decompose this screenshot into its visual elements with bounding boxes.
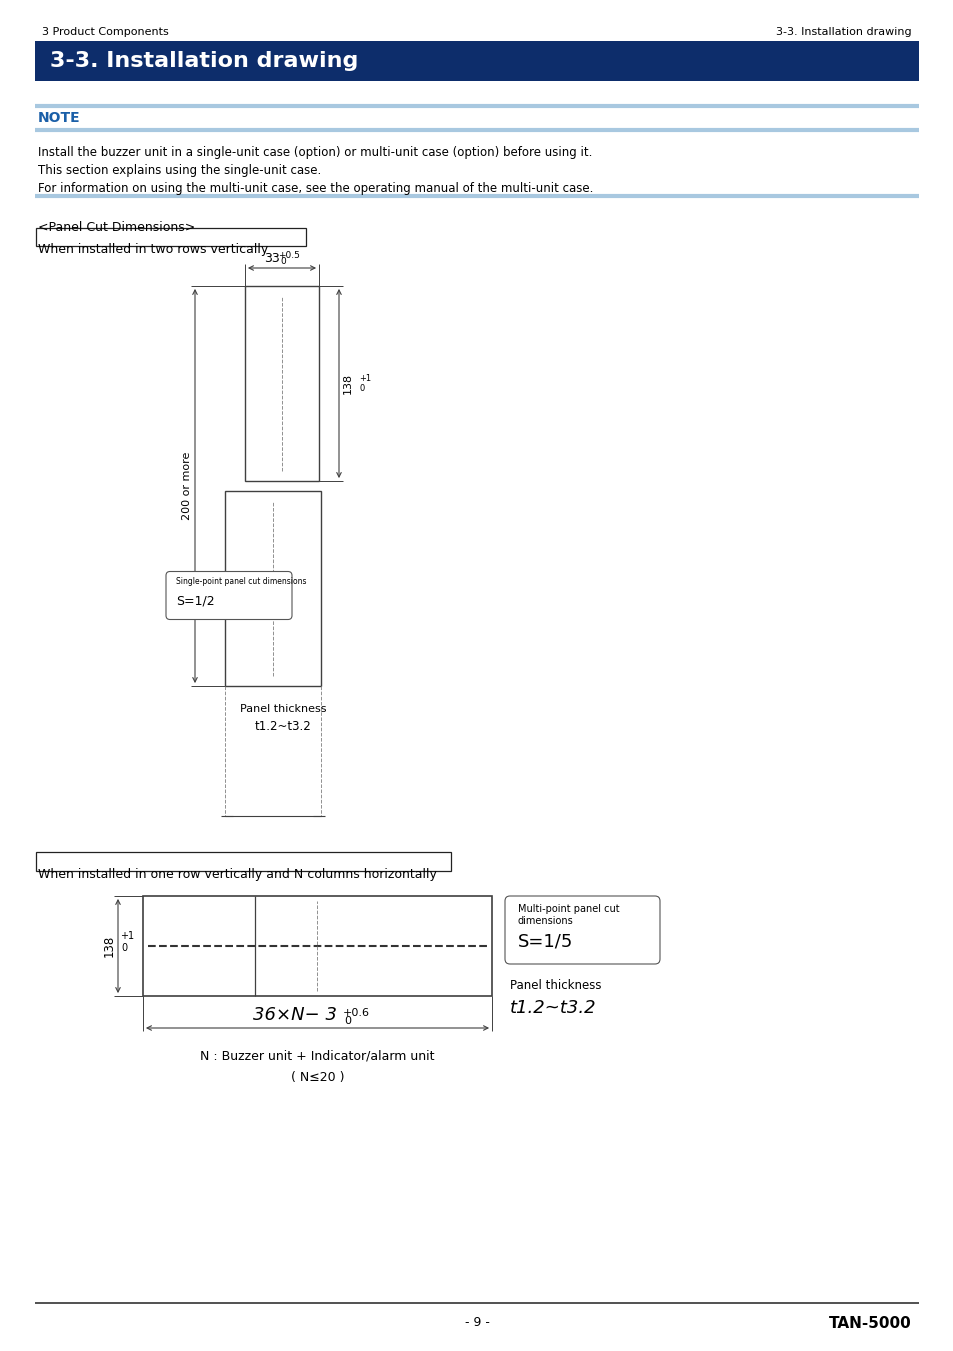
Text: When installed in two rows vertically: When installed in two rows vertically — [38, 243, 268, 255]
Text: 3 Product Components: 3 Product Components — [42, 27, 169, 36]
Text: +1: +1 — [358, 374, 371, 382]
Text: 33: 33 — [264, 253, 279, 265]
Text: +0.6: +0.6 — [342, 1008, 369, 1019]
Bar — [245, 286, 318, 481]
FancyBboxPatch shape — [504, 896, 659, 965]
Text: Panel thickness: Panel thickness — [510, 979, 601, 992]
Text: 3-3. Installation drawing: 3-3. Installation drawing — [50, 51, 358, 72]
Text: 138: 138 — [343, 373, 353, 394]
Bar — [143, 896, 492, 996]
Text: 200 or more: 200 or more — [182, 451, 192, 520]
Text: S=1/2: S=1/2 — [175, 594, 214, 608]
Text: 0: 0 — [121, 943, 127, 952]
FancyBboxPatch shape — [166, 571, 292, 620]
Text: Single-point panel cut dimensions: Single-point panel cut dimensions — [175, 577, 306, 586]
Text: 3-3. Installation drawing: 3-3. Installation drawing — [776, 27, 911, 36]
Text: 0: 0 — [344, 1016, 351, 1025]
Text: - 9 -: - 9 - — [464, 1316, 489, 1329]
Bar — [225, 490, 320, 686]
Text: 0: 0 — [359, 384, 365, 393]
Text: This section explains using the single-unit case.: This section explains using the single-u… — [38, 163, 321, 177]
Text: S=1/5: S=1/5 — [517, 932, 573, 950]
Text: t1.2~t3.2: t1.2~t3.2 — [254, 720, 311, 734]
Text: +1: +1 — [120, 931, 134, 942]
Text: For information on using the multi-unit case, see the operating manual of the mu: For information on using the multi-unit … — [38, 182, 593, 195]
Text: 36×N− 3: 36×N− 3 — [253, 1006, 337, 1024]
Text: +0.5: +0.5 — [277, 251, 299, 259]
Text: t1.2~t3.2: t1.2~t3.2 — [510, 998, 596, 1017]
Text: When installed in one row vertically and N columns horizontally: When installed in one row vertically and… — [38, 867, 436, 881]
Text: dimensions: dimensions — [517, 916, 573, 925]
Text: N : Buzzer unit + Indicator/alarm unit: N : Buzzer unit + Indicator/alarm unit — [200, 1050, 435, 1062]
Text: ( N≤20 ): ( N≤20 ) — [291, 1071, 344, 1085]
Text: Multi-point panel cut: Multi-point panel cut — [517, 904, 619, 915]
Text: TAN-5000: TAN-5000 — [828, 1316, 911, 1331]
Text: 0: 0 — [280, 257, 286, 266]
Text: 138: 138 — [102, 935, 115, 957]
Text: Panel thickness: Panel thickness — [239, 704, 326, 713]
Bar — [36, 228, 306, 246]
Text: <Panel Cut Dimensions>: <Panel Cut Dimensions> — [38, 222, 195, 234]
Text: Install the buzzer unit in a single-unit case (option) or multi-unit case (optio: Install the buzzer unit in a single-unit… — [38, 146, 592, 159]
Bar — [36, 852, 451, 871]
Text: NOTE: NOTE — [38, 111, 81, 126]
Bar — [35, 41, 918, 81]
